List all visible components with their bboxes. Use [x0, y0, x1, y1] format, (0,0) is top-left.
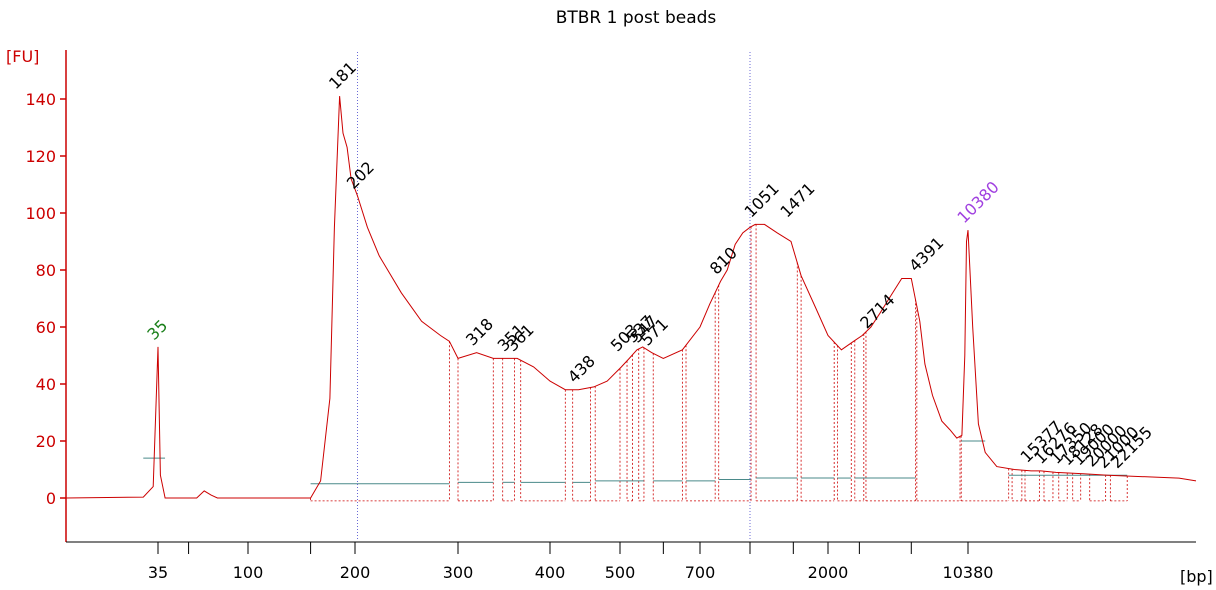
x-axis-label: [bp] [1180, 567, 1213, 586]
cursor-lines [357, 52, 751, 540]
peak-label: 181 [325, 58, 360, 93]
x-tick-label: 300 [443, 563, 474, 582]
x-axis: 35 100 200 300 400 500 700 2000 10380 [66, 541, 1196, 582]
x-tick-label: 700 [685, 563, 716, 582]
y-axis: 0 20 40 60 80 100 120 140 [25, 50, 67, 542]
x-tick-label: 2000 [808, 563, 849, 582]
peak-label: 810 [706, 243, 741, 278]
region-bounds [310, 224, 1128, 502]
y-tick-label: 80 [36, 261, 56, 280]
y-tick-label: 60 [36, 318, 56, 337]
chart-title: BTBR 1 post beads [556, 8, 717, 28]
y-tick-label: 100 [25, 204, 56, 223]
y-tick-label: 120 [25, 147, 56, 166]
x-tick-label: 400 [535, 563, 566, 582]
y-axis-label: [FU] [6, 47, 39, 66]
x-tick-label: 500 [605, 563, 636, 582]
peak-label: 4391 [905, 233, 947, 275]
marker-label: 35 [143, 316, 171, 344]
y-tick-label: 140 [25, 90, 56, 109]
peak-label: 1051 [741, 179, 783, 221]
y-tick-label: 0 [46, 489, 56, 508]
peak-label: 1471 [776, 179, 818, 221]
peak-label: 318 [462, 314, 497, 349]
marker-label: 10380 [953, 177, 1002, 226]
x-tick-label: 35 [148, 563, 168, 582]
peak-markers: 1812023183513614385035375475718101051147… [143, 58, 1156, 472]
baselines [143, 440, 1128, 485]
fluorescence-trace [65, 96, 1197, 499]
y-tick-label: 40 [36, 375, 56, 394]
y-tick-label: 20 [36, 432, 56, 451]
peak-label: 438 [564, 351, 599, 386]
x-tick-label: 10380 [943, 563, 994, 582]
peak-label: 202 [343, 158, 378, 193]
x-tick-label: 200 [340, 563, 371, 582]
peak-label: 2714 [856, 290, 898, 332]
x-tick-label: 100 [233, 563, 264, 582]
